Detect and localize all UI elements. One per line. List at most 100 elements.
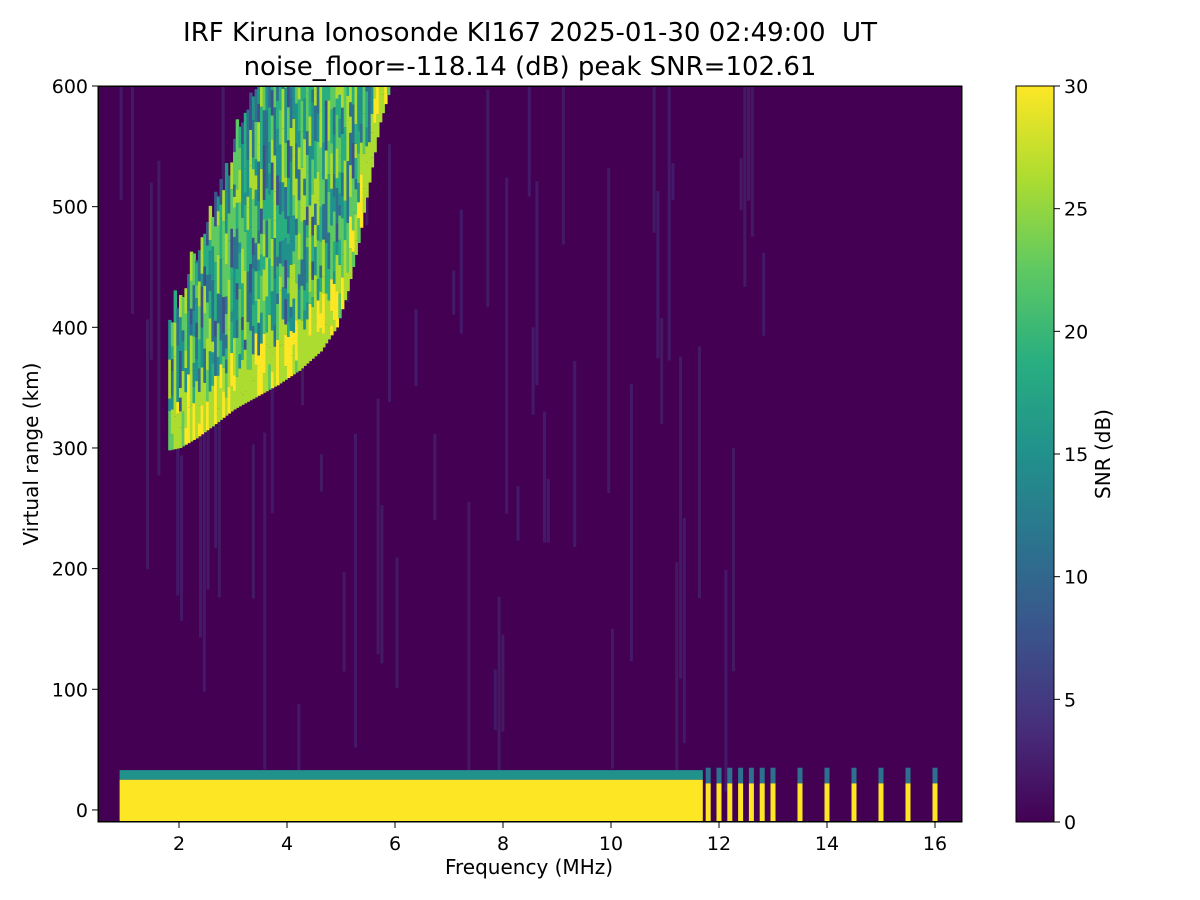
echo-cell — [287, 233, 291, 244]
echo-cell — [322, 104, 326, 143]
echo-cell — [370, 113, 375, 133]
echo-cell — [233, 338, 237, 376]
echo-cell — [349, 248, 353, 280]
echo-cell — [270, 90, 275, 116]
echo-cell — [346, 272, 350, 292]
echo-cell — [257, 298, 261, 323]
echo-cell — [260, 168, 264, 209]
echo-cell — [262, 121, 267, 146]
echo-cell — [214, 191, 218, 227]
echo-cell — [346, 161, 350, 190]
echo-cell — [216, 375, 221, 409]
echo-cell — [297, 358, 302, 371]
x-tick-label: 2 — [173, 833, 185, 855]
echo-cell — [197, 306, 202, 340]
echo-cell — [295, 283, 299, 321]
echo-cell — [341, 172, 345, 196]
echo-cell — [308, 116, 312, 146]
echo-cell — [265, 355, 269, 392]
noise-stripe — [342, 572, 346, 672]
echo-cell — [322, 239, 326, 277]
echo-cell — [362, 87, 366, 114]
echo-cell — [195, 359, 199, 382]
noise-stripe — [414, 309, 418, 387]
echo-cell — [330, 109, 334, 144]
echo-cell — [214, 280, 218, 321]
echo-cell — [243, 204, 248, 232]
echo-cell — [365, 87, 369, 92]
echo-cell — [257, 144, 261, 162]
noise-stripe — [607, 167, 611, 493]
echo-cell — [284, 218, 288, 239]
echo-cell — [262, 269, 267, 301]
noise-stripe — [573, 360, 577, 547]
echo-cell — [359, 174, 364, 200]
echo-cell — [370, 157, 375, 168]
echo-cell — [305, 154, 310, 172]
echo-cell — [200, 286, 204, 328]
colorbar-tick-label: 0 — [1064, 812, 1076, 834]
echo-cell — [276, 293, 280, 304]
echo-cell — [300, 348, 304, 369]
echo-cell — [289, 355, 294, 377]
echo-cell — [216, 408, 221, 423]
echo-cell — [284, 104, 288, 143]
echo-cell — [219, 178, 223, 205]
echo-cell — [262, 256, 267, 270]
echo-cell — [276, 340, 280, 352]
echo-cell — [300, 221, 304, 260]
echo-cell — [354, 240, 358, 255]
echo-cell — [184, 288, 188, 314]
echo-cell — [257, 200, 261, 231]
echo-cell — [241, 143, 245, 182]
echo-cell — [211, 328, 215, 342]
noise-stripe — [202, 381, 206, 692]
noise-stripe — [561, 87, 565, 245]
echo-cell — [276, 303, 280, 341]
echo-cell — [287, 321, 291, 337]
echo-cell — [327, 100, 331, 141]
echo-cell — [297, 87, 302, 88]
echo-cell — [270, 291, 275, 305]
echo-cell — [292, 263, 296, 299]
echo-cell — [260, 208, 264, 234]
echo-cell — [251, 169, 256, 200]
echo-cell — [292, 87, 296, 100]
echo-cell — [338, 137, 342, 156]
echo-cell — [176, 402, 180, 414]
echo-cell — [260, 343, 264, 373]
echo-cell — [335, 98, 339, 115]
ground-echo — [119, 779, 703, 821]
echo-cell — [270, 353, 275, 372]
echo-cell — [300, 285, 304, 321]
echo-cell — [324, 137, 329, 151]
noise-stripe — [667, 87, 671, 361]
echo-cell — [270, 216, 275, 239]
echo-cell — [233, 184, 237, 197]
echo-cell — [179, 387, 183, 398]
echo-cell — [173, 290, 177, 323]
echo-cell — [343, 200, 348, 241]
echo-cell — [381, 87, 385, 95]
echo-cell — [235, 320, 240, 338]
echo-cell — [243, 142, 248, 169]
echo-cell — [284, 142, 288, 178]
echo-cell — [281, 182, 285, 211]
colorbar-tick-label: 30 — [1064, 76, 1088, 98]
echo-cell — [251, 254, 256, 269]
echo-cell — [335, 148, 339, 179]
echo-cell — [305, 206, 310, 226]
echo-cell — [254, 189, 258, 206]
echo-cell — [235, 268, 240, 284]
echo-cell — [341, 254, 345, 278]
echo-cell — [368, 87, 372, 101]
echo-cell — [246, 159, 250, 197]
echo-cell — [238, 319, 242, 355]
echo-cell — [219, 295, 223, 311]
echo-cell — [338, 155, 342, 173]
echo-cell — [327, 174, 331, 192]
echo-cell — [322, 333, 326, 348]
echo-cell — [281, 287, 285, 320]
noise-stripe — [198, 431, 202, 638]
echo-cell — [338, 264, 342, 294]
